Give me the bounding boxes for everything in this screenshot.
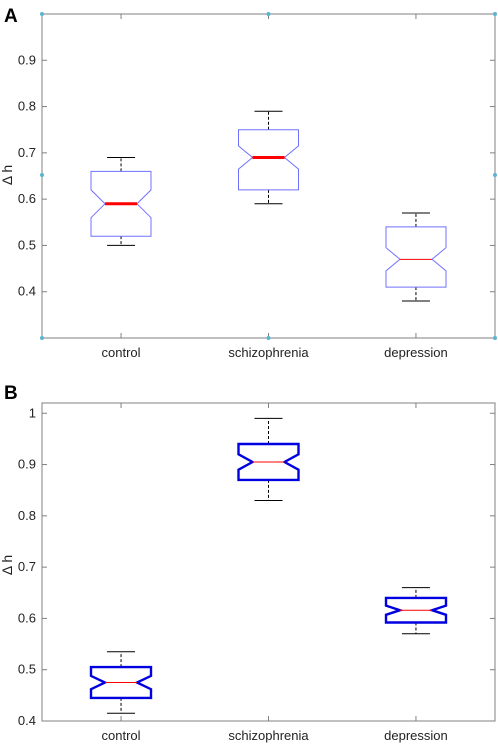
notched-box <box>89 665 153 700</box>
y-tick-label: 0.9 <box>18 457 36 472</box>
category-label-depression: depression <box>384 728 448 743</box>
y-tick-label: 0.5 <box>18 662 36 677</box>
axis-marker <box>493 173 497 177</box>
axis-marker <box>266 336 271 340</box>
panel-a-y-axis-label: Δ h <box>0 165 15 185</box>
plot-frame <box>41 13 496 339</box>
axis-marker <box>40 12 44 16</box>
category-label-schizophrenia: schizophrenia <box>228 728 309 743</box>
y-tick-label: 0.5 <box>18 237 36 252</box>
notched-box <box>385 226 447 288</box>
category-label-control: control <box>102 345 141 360</box>
category-label-depression: depression <box>384 345 448 360</box>
axis-marker <box>40 173 44 177</box>
panel-a: A Δ h 0.4 0.5 0.6 0.7 0.8 0.9 control schizophr… <box>0 6 497 360</box>
notched-box <box>238 129 299 191</box>
box-control <box>90 156 152 246</box>
axis-marker <box>493 336 497 340</box>
y-tick-label: 0.4 <box>18 713 36 728</box>
panel-a-letter: A <box>4 6 18 27</box>
box-schizophrenia <box>238 110 299 205</box>
notched-box <box>384 596 448 624</box>
category-label-schizophrenia: schizophrenia <box>228 345 309 360</box>
box-schizophrenia <box>237 417 300 501</box>
axis-marker <box>493 12 497 16</box>
panel-b-y-axis-label: Δ h <box>0 555 15 575</box>
y-tick-label: 0.6 <box>18 191 36 206</box>
y-tick-label: 0.8 <box>18 99 36 114</box>
y-tick-label: 0.8 <box>18 508 36 523</box>
y-tick-label: 0.6 <box>18 610 36 625</box>
axis-marker <box>266 12 271 16</box>
box-control <box>89 651 153 714</box>
category-label-control: control <box>102 728 141 743</box>
y-tick-label: 0.9 <box>18 52 36 67</box>
panel-b: B Δ h 0.4 0.5 0.6 0.7 0.8 0.9 1 control schizoph… <box>0 383 496 743</box>
notched-box <box>237 442 300 482</box>
y-tick-label: 1 <box>29 405 36 420</box>
y-tick-label: 0.4 <box>18 284 36 299</box>
y-tick-label: 0.7 <box>18 559 36 574</box>
axis-marker <box>40 336 44 340</box>
y-tick-label: 0.7 <box>18 145 36 160</box>
notched-box <box>90 170 152 237</box>
box-depression <box>384 587 448 635</box>
panel-b-letter: B <box>4 383 18 404</box>
plot-frame <box>41 402 496 722</box>
box-depression <box>385 212 447 302</box>
